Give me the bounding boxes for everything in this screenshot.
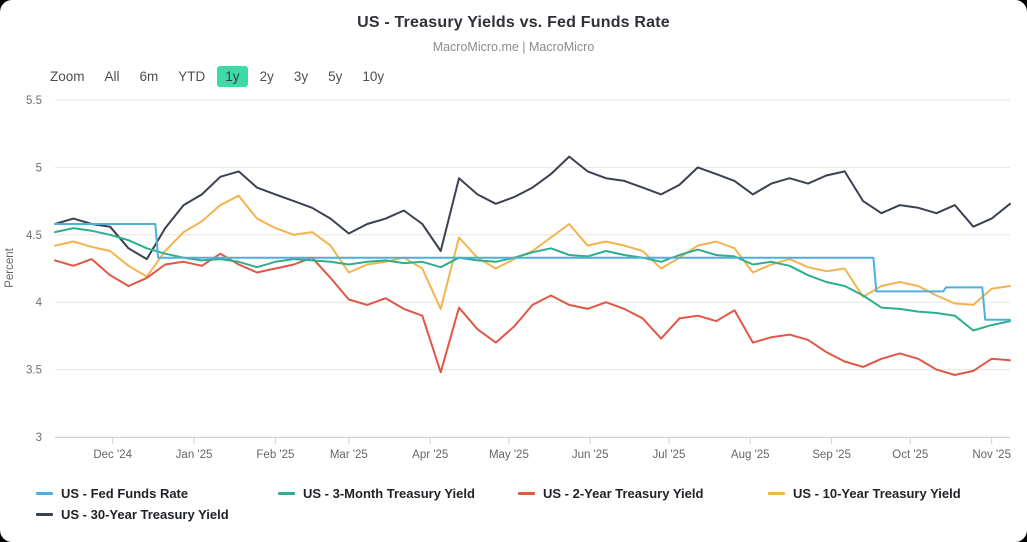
x-tick-label: Oct '25 bbox=[892, 449, 928, 461]
zoom-toolbar: Zoom All 6m YTD 1y 2y 3y 5y 10y bbox=[50, 66, 392, 87]
legend-item-us-fed-funds-rate[interactable]: US - Fed Funds Rate bbox=[36, 486, 278, 501]
series-line-us-10-year-treasury-yield[interactable] bbox=[54, 194, 1011, 310]
series-line-us-fed-funds-rate[interactable] bbox=[54, 223, 1011, 321]
x-tick-label: Jan '25 bbox=[176, 449, 213, 461]
x-tick-label: Aug '25 bbox=[731, 449, 770, 461]
zoom-option-2y[interactable]: 2y bbox=[259, 69, 274, 84]
x-tick-label: Mar '25 bbox=[330, 449, 368, 461]
series-lines[interactable] bbox=[54, 155, 1011, 376]
zoom-option-all[interactable]: All bbox=[104, 69, 120, 84]
legend-marker bbox=[278, 492, 295, 495]
legend-item-us-30-year-treasury-yield[interactable]: US - 30-Year Treasury Yield bbox=[36, 507, 278, 522]
legend-marker bbox=[36, 492, 53, 495]
legend-item-us-2-year-treasury-yield[interactable]: US - 2-Year Treasury Yield bbox=[518, 486, 768, 501]
legend-label: US - 2-Year Treasury Yield bbox=[543, 486, 704, 501]
legend-label: US - 10-Year Treasury Yield bbox=[793, 486, 961, 501]
x-tick-label: Apr '25 bbox=[412, 449, 448, 461]
zoom-option-6m[interactable]: 6m bbox=[139, 69, 159, 84]
zoom-option-ytd[interactable]: YTD bbox=[178, 69, 206, 84]
zoom-option-3y[interactable]: 3y bbox=[293, 69, 309, 84]
y-tick-label-4: 4 bbox=[36, 297, 43, 309]
x-tick-label: Jul '25 bbox=[653, 449, 686, 461]
legend: US - Fed Funds Rate US - 3-Month Treasury… bbox=[36, 486, 961, 522]
chart-title: US - Treasury Yields vs. Fed Funds Rate bbox=[357, 14, 670, 31]
legend-marker bbox=[36, 513, 53, 516]
series-line-us-2-year-treasury-yield[interactable] bbox=[54, 252, 1011, 376]
x-tick-label: Jun '25 bbox=[572, 449, 609, 461]
zoom-option-1y[interactable]: 1y bbox=[217, 66, 248, 87]
legend-item-us-10-year-treasury-yield[interactable]: US - 10-Year Treasury Yield bbox=[768, 486, 961, 501]
x-tick-label: Feb '25 bbox=[256, 449, 294, 461]
y-axis-title: Percent bbox=[4, 247, 16, 287]
y-tick-label-3.5: 3.5 bbox=[26, 365, 42, 377]
legend-label: US - 30-Year Treasury Yield bbox=[61, 507, 229, 522]
y-tick-label-3: 3 bbox=[36, 432, 42, 444]
y-tick-label-5.5: 5.5 bbox=[26, 95, 42, 107]
x-tick-label: Dec '24 bbox=[93, 449, 132, 461]
zoom-label: Zoom bbox=[50, 69, 85, 84]
y-tick-label-5: 5 bbox=[36, 162, 42, 174]
legend-item-us-3-month-treasury-yield[interactable]: US - 3-Month Treasury Yield bbox=[278, 486, 518, 501]
x-tick-label: May '25 bbox=[489, 449, 529, 461]
series-line-us-30-year-treasury-yield[interactable] bbox=[54, 155, 1011, 261]
legend-label: US - Fed Funds Rate bbox=[61, 486, 189, 501]
gridlines: 5.5 5 4.5 4 3.5 3 bbox=[26, 95, 1010, 444]
zoom-option-10y[interactable]: 10y bbox=[362, 69, 385, 84]
x-tick-label: Sep '25 bbox=[812, 449, 851, 461]
y-tick-label-4.5: 4.5 bbox=[26, 230, 42, 242]
chart-subtitle: MacroMicro.me | MacroMicro bbox=[432, 40, 595, 54]
legend-marker bbox=[768, 492, 785, 495]
x-axis: Dec '24 Jan '25 Feb '25 Mar '25 Apr '25 May '… bbox=[55, 437, 1011, 461]
zoom-options: All 6m YTD 1y 2y 3y 5y 10y bbox=[97, 66, 393, 87]
legend-marker bbox=[518, 492, 535, 495]
x-tick-label: Nov '25 bbox=[972, 449, 1011, 461]
zoom-option-5y[interactable]: 5y bbox=[328, 69, 343, 84]
series-line-us-3-month-treasury-yield[interactable] bbox=[54, 227, 1011, 332]
chart-canvas[interactable]: 5.5 5 4.5 4 3.5 3 Dec '24 Jan '25 Feb '25 Mar '2… bbox=[0, 92, 1027, 484]
legend-label: US - 3-Month Treasury Yield bbox=[303, 486, 475, 501]
